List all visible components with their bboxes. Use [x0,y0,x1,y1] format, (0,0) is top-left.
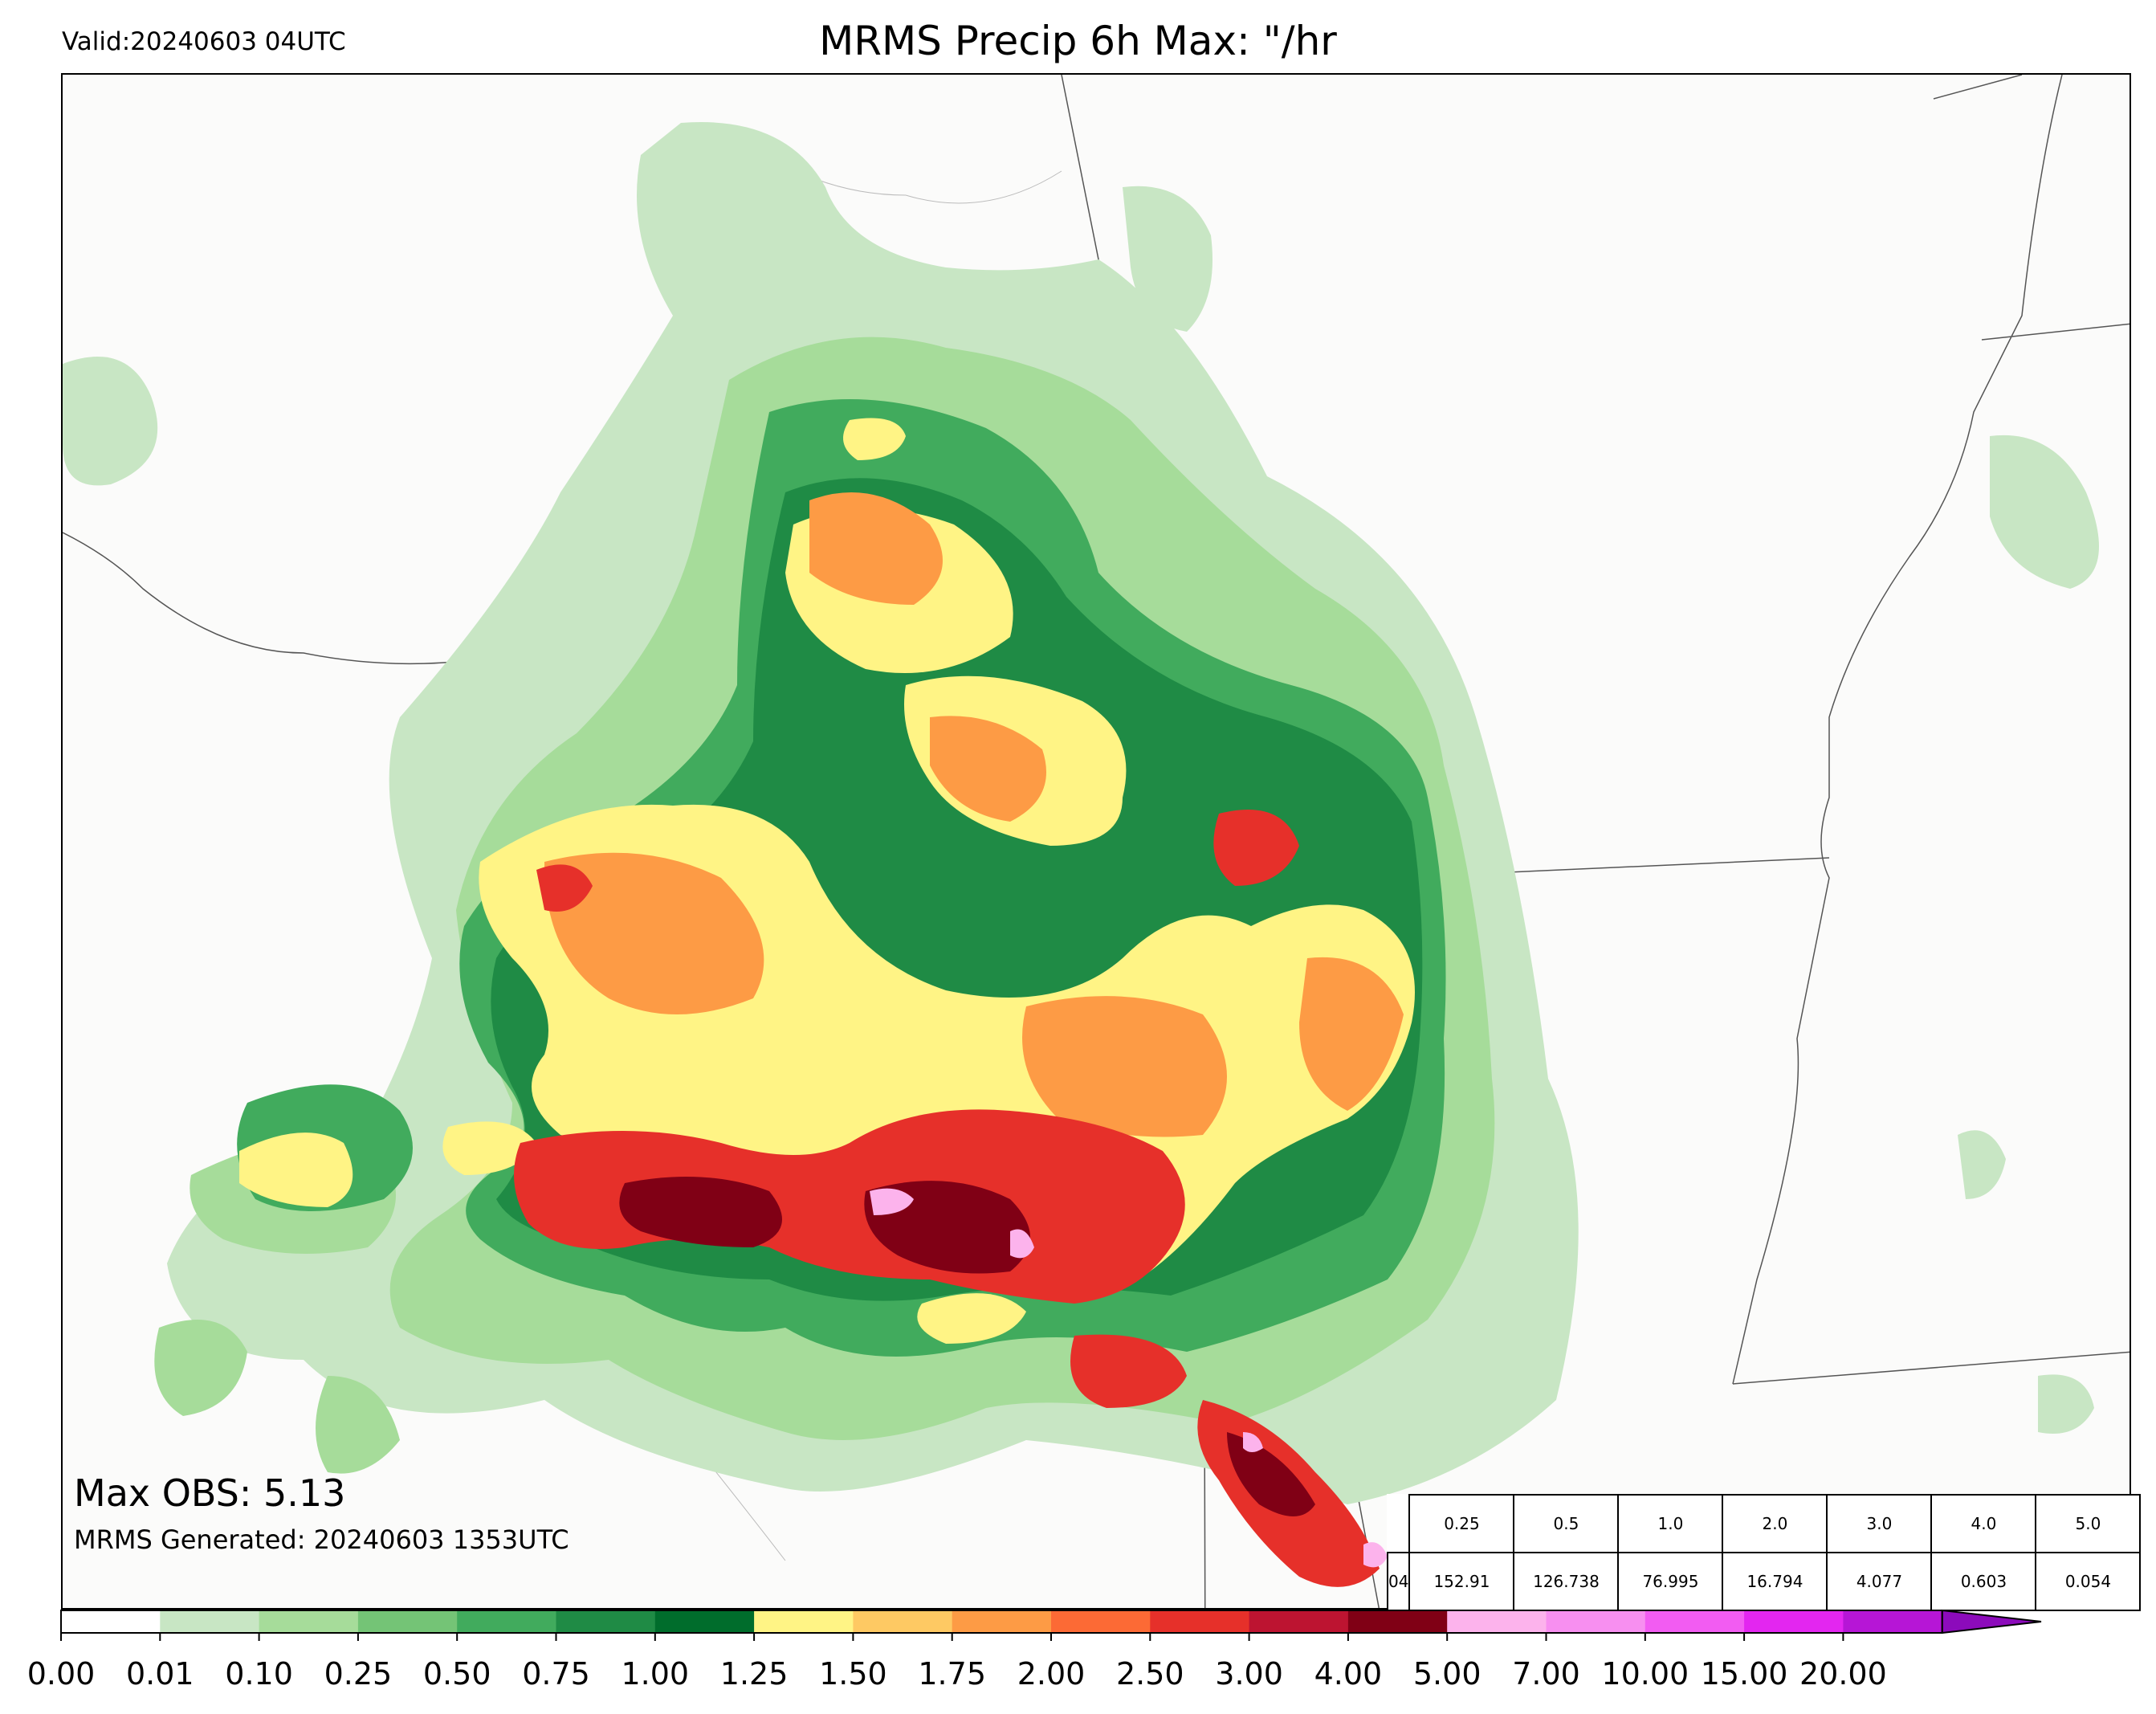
colorbar-frame [60,1610,1943,1634]
max-obs-label: Max OBS: 5.13 [74,1471,346,1515]
orange-precip [544,492,1404,1137]
generated-time-label: MRMS Generated: 20240603 1353UTC [74,1524,569,1555]
threshold-cell: 0.25 [1408,1494,1515,1553]
colorbar-arrow [1941,1609,2042,1634]
max-precip [870,1188,1388,1568]
colorbar-segment [754,1610,854,1633]
colorbar-segment [357,1610,458,1633]
colorbar-tick-label: 0.10 [225,1656,293,1692]
colorbar-segment [1150,1610,1250,1633]
colorbar-segment [1843,1610,1943,1633]
colorbar-tick-label: 3.00 [1215,1656,1283,1692]
colorbar-tick-label: 1.25 [719,1656,789,1692]
colorbar-tick-label: 0.25 [324,1656,393,1692]
colorbar-tick-label: 0.75 [522,1656,590,1692]
colorbar-segment [1645,1610,1745,1633]
colorbar-tick-label: 0.01 [125,1656,194,1692]
colorbar-tick-label: 1.00 [621,1656,690,1692]
colorbar-segment [853,1610,953,1633]
value-cell: 152.91 [1408,1552,1515,1611]
colorbar-segment [654,1610,755,1633]
colorbar-tick-label: 20.00 [1799,1656,1887,1692]
colorbar-tick-label: 2.00 [1017,1656,1086,1692]
value-cell: 16.794 [1722,1552,1828,1611]
colorbar-segment [1447,1610,1547,1633]
colorbar-tick-label: 15.00 [1700,1656,1788,1692]
value-cell: 4.077 [1826,1552,1933,1611]
map-title: MRMS Precip 6h Max: "/hr [819,18,1337,64]
precip-map [61,73,2131,1610]
colorbar-segment [556,1610,656,1633]
threshold-cell: 3.0 [1826,1494,1933,1553]
value-cell: 0.603 [1930,1552,2037,1611]
colorbar-tick-label: 2.50 [1115,1656,1184,1692]
colorbar-tick-label: 0.50 [422,1656,491,1692]
threshold-row: 0.25 0.5 1.0 2.0 3.0 4.0 5.0 [1388,1494,2142,1553]
colorbar-segment [259,1610,359,1633]
colorbar-segment [1051,1610,1151,1633]
colorbar-tick-label: 1.50 [819,1656,887,1692]
colorbar-tick-label: 5.00 [1412,1656,1481,1692]
threshold-cell: 1.0 [1617,1494,1724,1553]
value-cell: 0.054 [2035,1552,2142,1611]
threshold-cell: 4.0 [1930,1494,2037,1553]
colorbar-segment [61,1610,161,1633]
colorbar-segment [1347,1610,1448,1633]
valid-time-label: Valid:20240603 04UTC [62,27,346,56]
value-row: 04 152.91 126.738 76.995 16.794 4.077 0.… [1386,1552,2142,1611]
colorbar-tick-label: 1.75 [918,1656,986,1692]
colorbar-segment [160,1610,260,1633]
threshold-stats-table: 0.25 0.5 1.0 2.0 3.0 4.0 5.0 04 152.91 1… [1386,1494,2142,1611]
threshold-cell: 5.0 [2035,1494,2142,1553]
threshold-cell: 2.0 [1722,1494,1828,1553]
colorbar-tick-label: 7.00 [1512,1656,1580,1692]
colorbar-tick-label: 4.00 [1314,1656,1383,1692]
colorbar-segment [457,1610,556,1633]
precip-field [63,75,2130,1608]
colorbar-tick-label: 0.00 [26,1656,96,1692]
colorbar-segment [1249,1610,1349,1633]
value-cell: 126.738 [1513,1552,1620,1611]
colorbar-segment [952,1610,1052,1633]
colorbar-tick-label: 10.00 [1601,1656,1689,1692]
threshold-cell: 0.5 [1513,1494,1620,1553]
colorbar-segment [1546,1610,1646,1633]
colorbar-segment [1744,1610,1844,1633]
cut-label-cell: 04 [1386,1552,1411,1611]
